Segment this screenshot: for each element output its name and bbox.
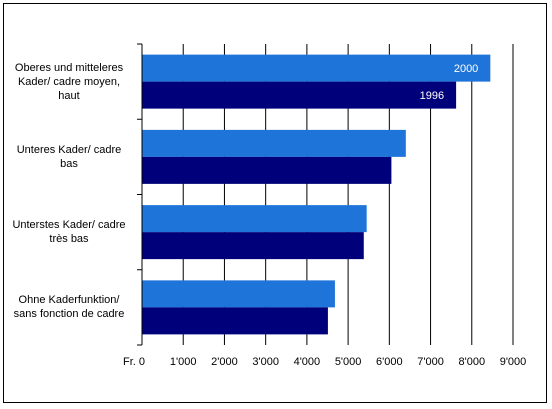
series-label: 2000	[454, 63, 478, 75]
x-tick-label: 7'000	[417, 356, 444, 368]
x-tick-label: 1'000	[170, 356, 197, 368]
x-tick-label: Fr. 0	[123, 356, 145, 368]
bar	[142, 280, 335, 308]
x-tick-label: 2'000	[211, 356, 238, 368]
category-label: Ohne Kaderfunktion/ sans fonction de cad…	[13, 294, 125, 321]
x-tick-label: 9'000	[500, 356, 527, 368]
category-label: Unteres Kader/ cadre bas	[16, 143, 122, 170]
category-label: Unterstes Kader/ cadre très bas	[12, 219, 126, 246]
bar	[142, 81, 457, 109]
bar	[142, 307, 328, 335]
category-label: Oberes und mitteleres Kader/ cadre moyen…	[14, 61, 124, 102]
x-tick-label: 3'000	[252, 356, 279, 368]
x-tick-label: 4'000	[294, 356, 321, 368]
bar	[142, 205, 367, 233]
x-tick-label: 5'000	[335, 356, 362, 368]
x-tick-label: 8'000	[458, 356, 485, 368]
x-tick-label: 6'000	[376, 356, 403, 368]
bar	[142, 156, 392, 184]
series-label: 1996	[420, 90, 444, 102]
bar	[142, 232, 364, 260]
bar	[142, 129, 406, 157]
bar	[142, 54, 491, 82]
